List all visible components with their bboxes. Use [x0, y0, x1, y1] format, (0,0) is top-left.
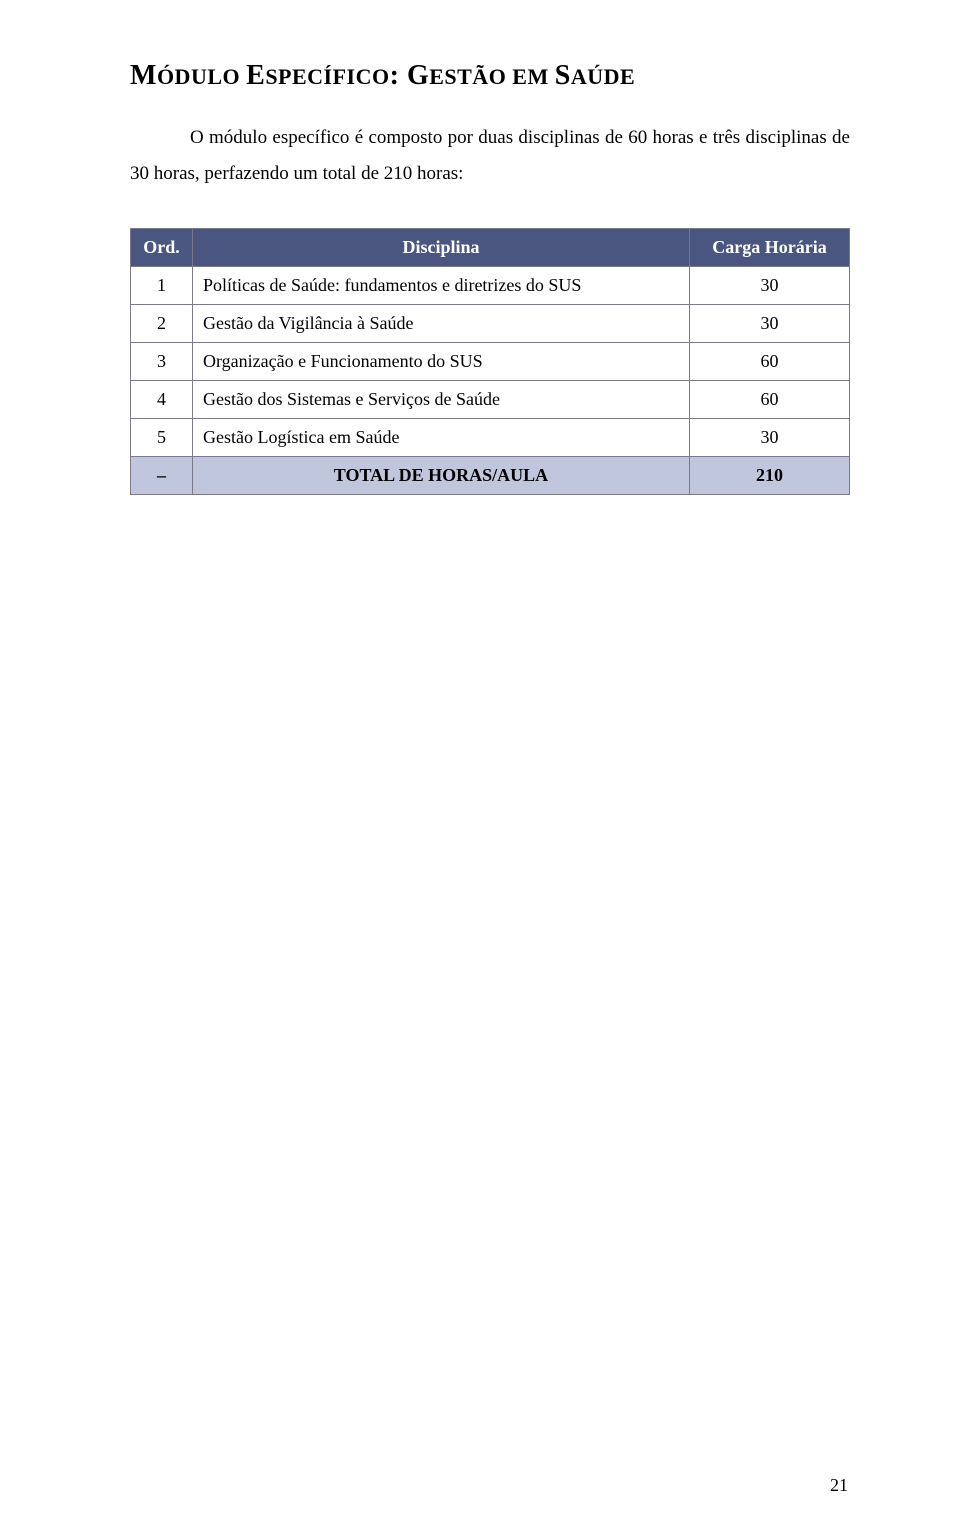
cell-carga: 30	[690, 305, 850, 343]
heading-segment: E	[246, 60, 265, 91]
cell-total-carga: 210	[690, 457, 850, 495]
cell-carga: 30	[690, 267, 850, 305]
cell-carga: 60	[690, 381, 850, 419]
cell-total-disciplina: TOTAL DE HORAS/AULA	[193, 457, 690, 495]
module-heading: MÓDULO ESPECÍFICO: GESTÃO EM SAÚDE	[130, 60, 850, 92]
heading-segment: S	[555, 60, 571, 91]
th-ord: Ord.	[131, 229, 193, 267]
table-row: 1 Políticas de Saúde: fundamentos e dire…	[131, 267, 850, 305]
page: MÓDULO ESPECÍFICO: GESTÃO EM SAÚDE O mód…	[0, 0, 960, 1534]
page-number: 21	[830, 1475, 848, 1496]
table-row: 3 Organização e Funcionamento do SUS 60	[131, 343, 850, 381]
table-header: Ord. Disciplina Carga Horária	[131, 229, 850, 267]
table-row: 5 Gestão Logística em Saúde 30	[131, 419, 850, 457]
cell-disciplina: Gestão da Vigilância à Saúde	[193, 305, 690, 343]
heading-segment: ESTÃO EM	[429, 64, 555, 89]
heading-segment: AÚDE	[571, 64, 635, 89]
heading-segment: M	[130, 60, 157, 91]
cell-carga: 60	[690, 343, 850, 381]
heading-segment: ÓDULO	[157, 64, 246, 89]
cell-disciplina: Gestão Logística em Saúde	[193, 419, 690, 457]
cell-disciplina: Organização e Funcionamento do SUS	[193, 343, 690, 381]
table-header-row: Ord. Disciplina Carga Horária	[131, 229, 850, 267]
table-row: 2 Gestão da Vigilância à Saúde 30	[131, 305, 850, 343]
th-carga: Carga Horária	[690, 229, 850, 267]
cell-total-ord: –	[131, 457, 193, 495]
cell-disciplina: Políticas de Saúde: fundamentos e diretr…	[193, 267, 690, 305]
cell-carga: 30	[690, 419, 850, 457]
th-disciplina: Disciplina	[193, 229, 690, 267]
table-body: 1 Políticas de Saúde: fundamentos e dire…	[131, 267, 850, 495]
intro-paragraph: O módulo específico é composto por duas …	[130, 120, 850, 192]
cell-ord: 2	[131, 305, 193, 343]
cell-ord: 3	[131, 343, 193, 381]
table-total-row: – TOTAL DE HORAS/AULA 210	[131, 457, 850, 495]
cell-ord: 1	[131, 267, 193, 305]
disciplines-table: Ord. Disciplina Carga Horária 1 Política…	[130, 228, 850, 495]
cell-disciplina: Gestão dos Sistemas e Serviços de Saúde	[193, 381, 690, 419]
heading-segment: SPECÍFICO	[265, 64, 389, 89]
cell-ord: 5	[131, 419, 193, 457]
heading-segment: G	[407, 60, 429, 91]
table-row: 4 Gestão dos Sistemas e Serviços de Saúd…	[131, 381, 850, 419]
cell-ord: 4	[131, 381, 193, 419]
heading-segment: :	[390, 60, 407, 91]
